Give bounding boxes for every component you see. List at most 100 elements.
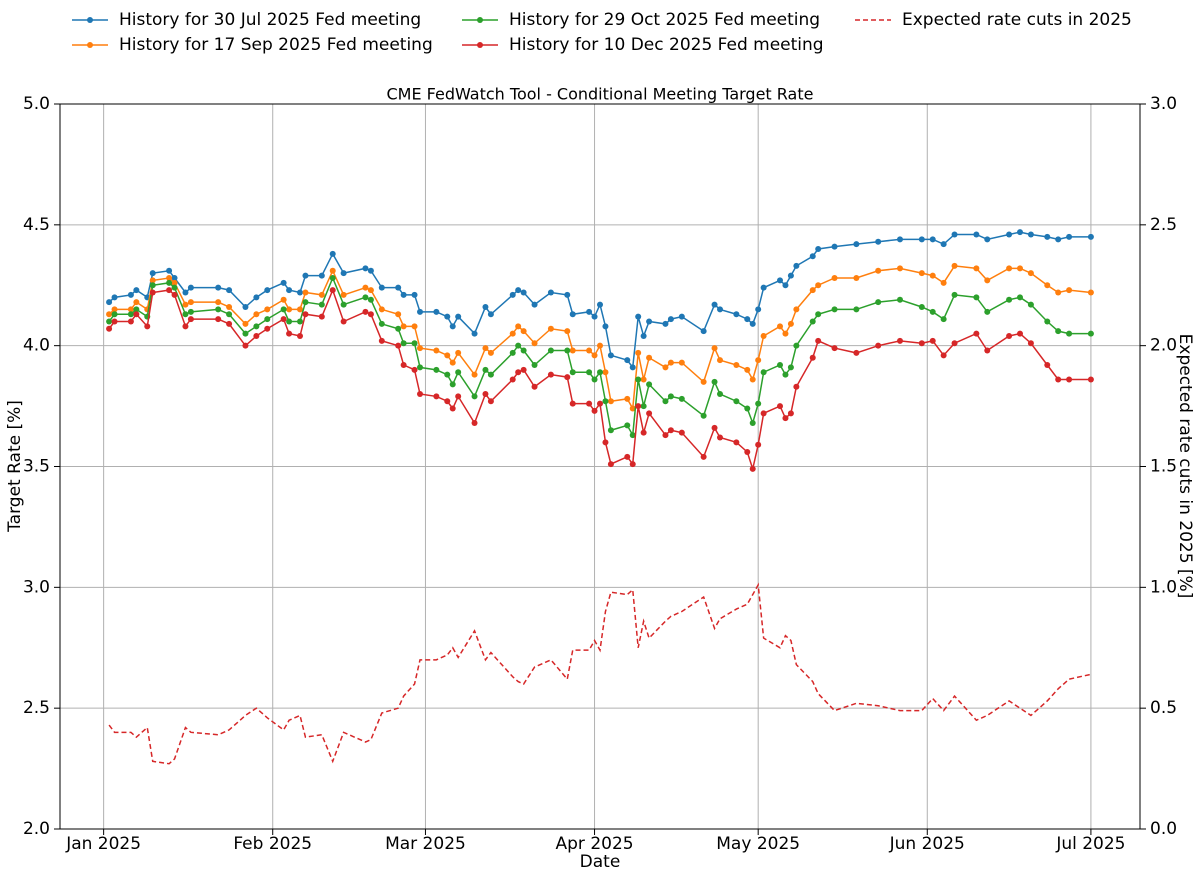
point	[449, 323, 456, 330]
x-tick-label: May 2025	[716, 834, 800, 854]
point	[940, 279, 947, 286]
point	[733, 362, 740, 368]
point	[700, 328, 707, 335]
point	[433, 347, 440, 354]
point	[302, 311, 309, 318]
point	[853, 241, 860, 248]
point	[166, 267, 173, 274]
point	[569, 400, 576, 407]
point	[520, 347, 527, 354]
point	[487, 398, 494, 405]
point	[733, 439, 740, 446]
point	[662, 364, 669, 371]
point	[182, 301, 189, 308]
point	[940, 316, 947, 323]
point	[1066, 287, 1073, 294]
point	[711, 301, 718, 308]
point	[777, 323, 783, 330]
point	[875, 238, 882, 245]
point	[166, 279, 173, 286]
point	[127, 318, 134, 325]
point	[1017, 229, 1023, 236]
point	[215, 284, 222, 291]
point	[340, 318, 347, 325]
point	[106, 299, 113, 306]
y2-tick-label: 1.5	[1150, 457, 1177, 477]
point	[1066, 233, 1073, 240]
point	[624, 453, 631, 460]
point	[1017, 330, 1023, 337]
point	[586, 400, 593, 407]
x-tick-label: Jun 2025	[889, 834, 965, 854]
point	[597, 342, 603, 349]
point	[362, 284, 369, 291]
point	[182, 323, 189, 330]
point	[286, 318, 293, 325]
point	[591, 313, 598, 320]
point	[646, 381, 653, 388]
point	[973, 330, 980, 337]
point	[411, 340, 418, 347]
point	[531, 362, 538, 368]
point	[787, 320, 794, 327]
point	[853, 306, 860, 313]
point	[395, 284, 402, 291]
point	[187, 308, 194, 315]
point	[678, 395, 685, 402]
point	[515, 369, 522, 376]
point	[591, 407, 598, 414]
point	[1006, 231, 1013, 238]
point	[678, 359, 685, 366]
chart-title: CME FedWatch Tool - Conditional Meeting …	[387, 85, 814, 104]
point	[253, 323, 260, 330]
point	[597, 301, 603, 308]
y2-axis-label: Expected rate cuts in 2025 [%]	[1175, 334, 1195, 599]
point	[329, 275, 336, 281]
point	[455, 369, 462, 376]
point	[624, 422, 631, 429]
point	[400, 340, 407, 347]
point	[133, 306, 140, 313]
point	[711, 345, 718, 352]
point	[951, 340, 958, 347]
point	[395, 342, 402, 349]
point	[144, 323, 151, 330]
point	[149, 282, 156, 289]
point	[166, 287, 173, 294]
point	[646, 354, 653, 361]
point	[133, 299, 140, 306]
point	[133, 311, 140, 318]
point	[242, 304, 249, 310]
point	[629, 364, 636, 371]
point	[831, 243, 838, 250]
point	[984, 347, 991, 354]
point	[602, 369, 609, 376]
point	[449, 359, 456, 366]
point	[455, 349, 462, 356]
y-tick-label: 3.5	[23, 457, 50, 477]
point	[662, 320, 669, 327]
point	[187, 299, 194, 306]
point	[793, 262, 800, 269]
point	[226, 287, 233, 294]
point	[635, 403, 642, 410]
point	[809, 354, 816, 361]
point	[749, 465, 756, 472]
point	[586, 308, 593, 315]
point	[1006, 333, 1013, 339]
point	[111, 311, 118, 318]
point	[918, 340, 925, 347]
legend-marker	[477, 17, 483, 23]
point	[253, 294, 260, 301]
point	[340, 270, 347, 277]
point	[815, 337, 822, 344]
point	[286, 306, 293, 313]
point	[1055, 328, 1062, 335]
point	[280, 279, 287, 286]
plot-frame	[59, 103, 1141, 830]
point	[597, 369, 603, 376]
point	[367, 287, 374, 294]
point	[1027, 270, 1034, 277]
point	[602, 323, 609, 330]
point	[831, 275, 838, 281]
